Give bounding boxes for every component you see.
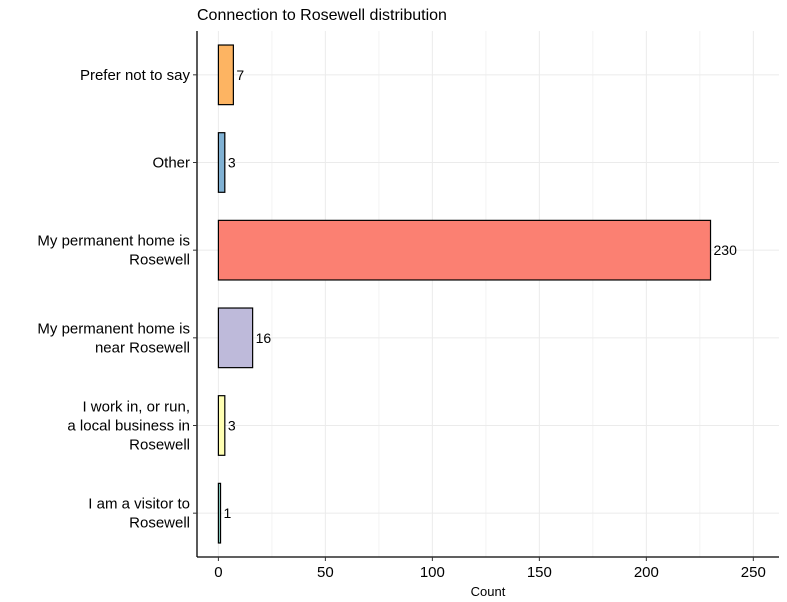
bar-value-label: 3 bbox=[228, 155, 236, 171]
bar-value-label: 3 bbox=[228, 418, 236, 434]
y-tick-label: My permanent home is near Rosewell bbox=[37, 320, 190, 356]
bar bbox=[217, 395, 226, 456]
bar-value-label: 1 bbox=[224, 505, 232, 521]
x-tick-label: 200 bbox=[634, 564, 659, 581]
y-tick-label: I work in, or run, a local business in Ros… bbox=[67, 399, 190, 454]
bar bbox=[217, 132, 226, 193]
y-tick-label: My permanent home is Rosewell bbox=[37, 233, 190, 269]
bar bbox=[217, 307, 254, 369]
x-axis-title: Count bbox=[471, 584, 506, 599]
chart-title: Connection to Rosewell distribution bbox=[197, 7, 447, 24]
bar bbox=[217, 44, 234, 106]
y-tick-label: Prefer not to say bbox=[80, 67, 191, 84]
bar bbox=[217, 482, 222, 544]
bar-value-label: 230 bbox=[714, 242, 738, 258]
x-tick-label: 250 bbox=[741, 564, 766, 581]
x-tick-label: 50 bbox=[317, 564, 334, 581]
x-tick-label: 150 bbox=[527, 564, 552, 581]
y-tick-label: I am a visitor to Rosewell bbox=[88, 496, 190, 532]
x-tick-label: 0 bbox=[214, 564, 222, 581]
y-tick-label: Other bbox=[152, 155, 190, 172]
bar bbox=[217, 219, 712, 281]
bar-value-label: 16 bbox=[256, 330, 272, 346]
bar-value-label: 7 bbox=[236, 67, 244, 83]
x-tick-label: 100 bbox=[420, 564, 445, 581]
